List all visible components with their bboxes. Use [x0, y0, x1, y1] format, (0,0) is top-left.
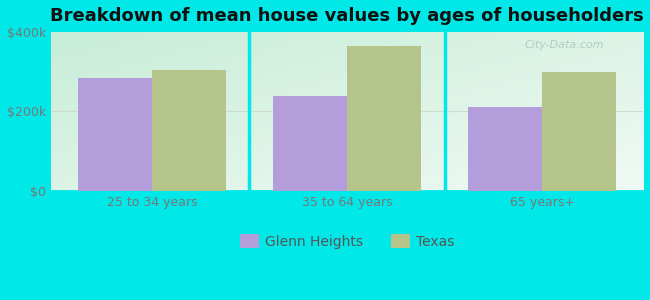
Bar: [152, 70, 226, 191]
Text: City-Data.com: City-Data.com: [525, 40, 604, 50]
Bar: [273, 96, 347, 191]
Title: Breakdown of mean house values by ages of householders: Breakdown of mean house values by ages o…: [50, 7, 644, 25]
Bar: [78, 78, 152, 191]
Bar: [347, 46, 421, 191]
Bar: [542, 72, 616, 191]
Legend: Glenn Heights, Texas: Glenn Heights, Texas: [235, 230, 460, 255]
Bar: [468, 107, 542, 191]
